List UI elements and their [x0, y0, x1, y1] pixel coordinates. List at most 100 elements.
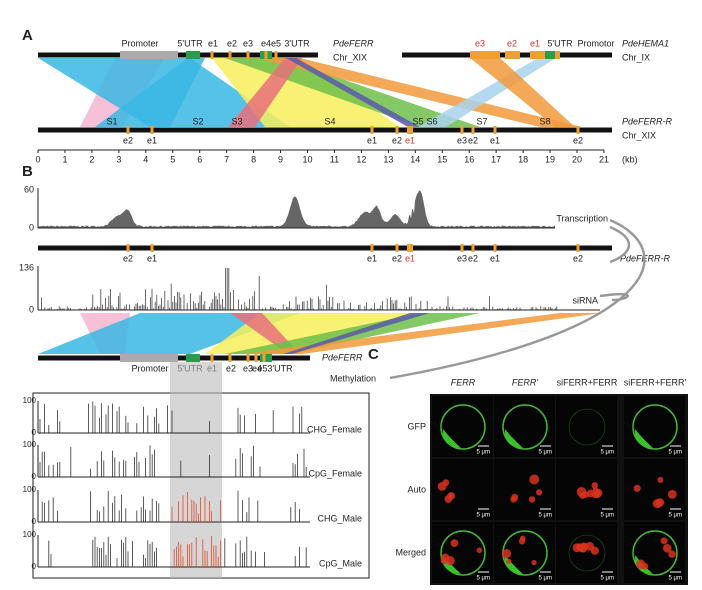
chlorophyll-signal: [528, 496, 536, 503]
gene-feature: e53'UTR: [257, 363, 293, 373]
exon: [493, 244, 497, 252]
y-tick-label: 0: [32, 562, 37, 571]
exon: [254, 354, 258, 362]
micrograph: [432, 396, 493, 457]
y-tick-label: 100: [23, 396, 37, 405]
exon-label: e2: [468, 135, 478, 145]
exon: [246, 354, 250, 362]
gfp-signal: [440, 530, 486, 576]
y-tick-label: 136: [19, 262, 34, 272]
exon: [471, 244, 475, 252]
gene-feature: e5: [271, 38, 281, 48]
gene-feature: e4: [261, 38, 271, 48]
segment-label: S1: [106, 116, 117, 126]
y-tick-label: 0: [29, 304, 34, 314]
exon: [395, 126, 399, 134]
exon: [228, 354, 232, 362]
exon: [210, 51, 214, 59]
utr: [545, 51, 555, 59]
exon-block: [505, 51, 520, 59]
row-label: Auto: [407, 484, 426, 494]
chlorophyll-signal: [579, 544, 588, 553]
signal-track: [38, 190, 555, 228]
chlorophyll-signal: [448, 492, 454, 498]
panel-label: C: [368, 346, 379, 363]
axis-tick-label: 5: [170, 154, 175, 164]
axis-tick-label: 14: [410, 154, 420, 164]
axis-tick-label: 9: [278, 154, 283, 164]
exon-label: e1: [367, 135, 377, 145]
gene-feature: 5'UTR: [177, 38, 203, 48]
exon-label: e2: [123, 253, 133, 263]
synteny-band: [283, 313, 430, 354]
connector-arc: [389, 218, 646, 380]
gfp-signal: [632, 530, 678, 576]
track-label: CpG_Female: [308, 468, 362, 478]
exon: [493, 126, 497, 134]
utr: [186, 51, 200, 59]
gfp-signal: [442, 555, 461, 574]
synteny-bands: [38, 58, 602, 354]
gfp-signal: [442, 429, 461, 448]
axis-tick-label: 1: [62, 154, 67, 164]
exon: [126, 244, 130, 252]
scale-bar-label: 5 μm: [539, 576, 552, 582]
chlorophyll-signal: [668, 550, 676, 558]
exon: [460, 244, 464, 252]
exon: [576, 244, 580, 252]
exon: [395, 244, 399, 252]
scale-bar-label: 5 μm: [477, 513, 490, 519]
exon-label: e2: [123, 135, 133, 145]
y-tick-label: 100: [23, 530, 37, 539]
track-label: CHG_Male: [317, 513, 362, 523]
gene-feature: Promoter: [121, 38, 158, 48]
gene-feature: e1: [208, 38, 218, 48]
y-tick-label: 0: [32, 428, 37, 437]
scale-bar-label: 5 μm: [669, 513, 682, 519]
micrograph: [624, 396, 685, 457]
exon: [407, 126, 413, 134]
chlorophyll-signal: [593, 490, 602, 499]
chlorophyll-signal: [633, 484, 641, 492]
gfp-signal: [504, 429, 523, 448]
axis-tick-label: 7: [224, 154, 229, 164]
axis-unit: (kb): [622, 154, 638, 164]
chlorophyll-signal: [531, 559, 537, 566]
axis-tick-label: 3: [116, 154, 121, 164]
chlorophyll-signal: [442, 479, 450, 487]
axis-tick-label: 16: [464, 154, 474, 164]
segment-label: S8: [539, 116, 550, 126]
axis-tick-label: 17: [491, 154, 501, 164]
exon: [262, 354, 266, 362]
synteny-band: [418, 58, 556, 127]
y-tick-label: 60: [24, 184, 34, 194]
connector-arc: [599, 292, 629, 302]
gene-feature: Promoter: [131, 363, 168, 373]
column-header: FERR: [451, 377, 476, 387]
axis-tick-label: 6: [197, 154, 202, 164]
gene-feature: e3: [243, 38, 253, 48]
axis-tick-label: 19: [545, 154, 555, 164]
chlorophyll-signal: [657, 476, 664, 483]
scale-bar-label: 5 μm: [477, 576, 490, 582]
exon: [370, 244, 374, 252]
track-label: siRNA: [572, 295, 598, 305]
scale-bar-label: 5 μm: [539, 513, 552, 519]
exon-label: e2: [392, 253, 402, 263]
segment-label: S3: [231, 116, 242, 126]
exon-label: e1: [367, 253, 377, 263]
axis-tick-label: 13: [383, 154, 393, 164]
scale-bar-label: 5 μm: [669, 450, 682, 456]
y-tick-label: 100: [23, 485, 37, 494]
gfp-signal: [568, 408, 606, 446]
connector-arc: [609, 225, 631, 264]
row-label: GFP: [407, 421, 426, 431]
scale-bar-label: 5 μm: [601, 450, 614, 456]
chlorophyll-signal: [662, 543, 672, 553]
scale-bar-label: 5 μm: [539, 450, 552, 456]
column-header: FERR': [512, 377, 538, 387]
gene-feature: e3: [475, 38, 485, 48]
gene-name: PdeHEMA1: [622, 38, 669, 48]
chlorophyll-signal: [587, 489, 595, 498]
gene-feature: e2: [226, 363, 236, 373]
